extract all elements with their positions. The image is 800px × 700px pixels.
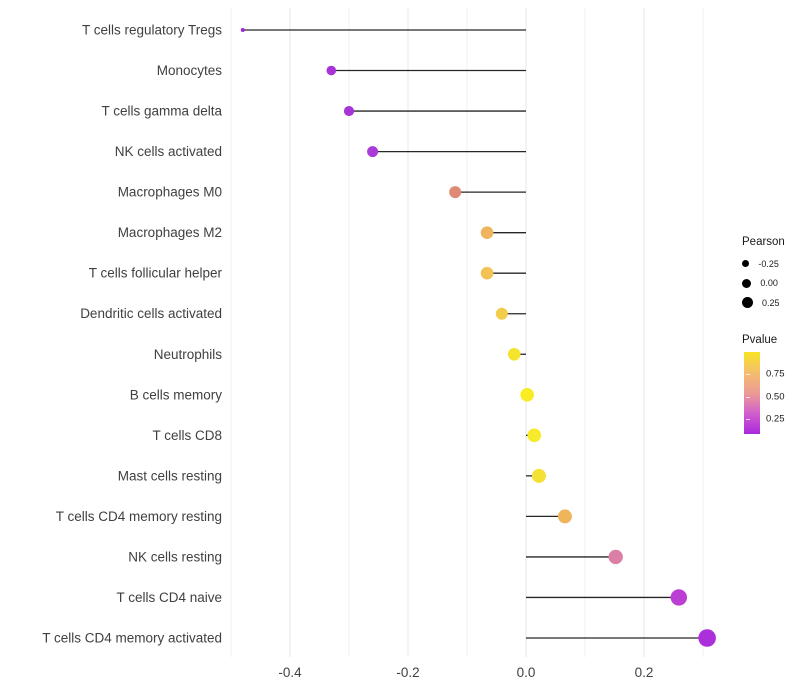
y-axis-category-label: T cells CD4 memory resting <box>56 509 222 524</box>
pvalue-colorbar <box>744 351 760 434</box>
size-legend-dot-medium <box>742 278 752 288</box>
x-axis-tick-label: -0.4 <box>278 665 302 680</box>
chart-legend: Pearson -0.25 0.00 0.25 Pvalue 0.75 0.50… <box>742 236 800 434</box>
size-legend-title: Pearson <box>742 236 785 248</box>
lollipop-dot <box>531 468 546 483</box>
y-axis-category-label: T cells CD4 memory activated <box>42 630 222 645</box>
size-legend-dot-large <box>742 297 753 309</box>
size-legend-item: 0.00 <box>742 274 800 294</box>
lollipop-dot <box>240 28 245 32</box>
x-axis-tick-label: 0.2 <box>635 665 654 680</box>
lollipop-dot <box>495 307 508 320</box>
size-legend-label: 0.25 <box>762 297 780 308</box>
lollipop-dot <box>557 509 572 524</box>
y-axis-category-label: Neutrophils <box>154 347 223 362</box>
size-legend-item: -0.25 <box>742 254 800 274</box>
x-axis-tick-label: 0.0 <box>517 665 536 680</box>
y-axis-category-label: Mast cells resting <box>118 468 222 483</box>
colorbar-label: 0.75 <box>766 368 785 379</box>
y-axis-category-label: NK cells resting <box>128 549 222 564</box>
lollipop-dot <box>608 549 623 565</box>
y-axis-category-label: T cells CD8 <box>152 428 222 443</box>
colorbar-tick <box>746 418 750 420</box>
lollipop-dot <box>520 387 534 402</box>
colorbar-label: 0.50 <box>766 391 785 402</box>
lollipop-dot <box>698 629 716 647</box>
lollipop-dot <box>507 347 521 361</box>
lollipop-dot <box>480 266 494 280</box>
y-axis-category-label: NK cells activated <box>115 144 222 159</box>
y-axis-category-label: T cells regulatory Tregs <box>82 23 222 38</box>
lollipop-dot <box>326 65 337 76</box>
y-axis-category-label: Macrophages M2 <box>118 225 222 240</box>
colorbar-label: 0.25 <box>766 413 785 424</box>
lollipop-dot <box>449 186 462 199</box>
lollipop-dot <box>527 428 542 443</box>
size-legend-item: 0.25 <box>742 293 800 313</box>
y-axis-category-label: T cells follicular helper <box>89 266 223 281</box>
lollipop-dot <box>480 226 494 239</box>
y-axis-category-label: Monocytes <box>157 63 223 78</box>
lollipop-dot <box>670 589 688 606</box>
y-axis-category-label: T cells CD4 naive <box>116 590 222 605</box>
colorbar-tick <box>746 373 750 375</box>
pvalue-color-legend: Pvalue 0.75 0.50 0.25 <box>742 334 800 434</box>
pearson-size-legend: Pearson -0.25 0.00 0.25 <box>742 236 800 313</box>
lollipop-dot <box>367 146 379 158</box>
size-legend-dot-small <box>742 260 750 268</box>
colorbar-tick <box>746 396 750 398</box>
size-legend-label: -0.25 <box>758 258 779 269</box>
colorbar-wrap: 0.75 0.50 0.25 <box>742 351 800 434</box>
lollipop-dot <box>343 105 355 117</box>
color-legend-title: Pvalue <box>742 333 778 346</box>
x-axis-tick-label: -0.2 <box>396 665 419 680</box>
size-legend-label: 0.00 <box>760 278 778 289</box>
y-axis-category-label: T cells gamma delta <box>101 104 222 119</box>
y-axis-category-label: Macrophages M0 <box>118 185 222 200</box>
y-axis-category-label: Dendritic cells activated <box>80 306 222 321</box>
y-axis-category-label: B cells memory <box>130 387 223 402</box>
